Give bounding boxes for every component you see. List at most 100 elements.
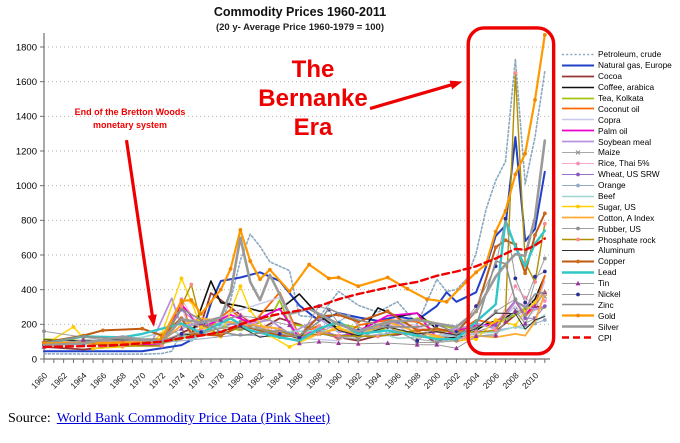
legend-label: Orange xyxy=(598,180,626,191)
legend-swatch-maize xyxy=(562,150,594,155)
legend-item-tin: Tin xyxy=(561,278,680,289)
x-tick-label: 1984 xyxy=(265,370,286,391)
legend-swatch-phosphate-rock xyxy=(562,237,594,242)
legend-swatch-natural-gas-europe xyxy=(562,64,594,67)
legend-swatch-coconut-oil xyxy=(562,107,594,110)
legend-swatch-cotton-a-index xyxy=(562,216,594,219)
y-tick-label: 1200 xyxy=(16,146,37,157)
legend-item-zinc: Zinc xyxy=(561,299,680,310)
legend-swatch-copra xyxy=(562,119,594,121)
bretton-line-2: monetary system xyxy=(92,120,168,131)
legend-label: Soybean meal xyxy=(598,136,652,147)
y-axis-ticks: 0 200 400 600 800 1000 1200 1400 1600 1800 xyxy=(16,42,44,365)
legend-item-natural-gas-europe: Natural gas, Europe xyxy=(561,60,680,71)
x-tick-label: 1996 xyxy=(382,370,403,391)
legend-swatch-beef xyxy=(562,195,594,197)
y-tick-label: 1000 xyxy=(16,181,37,192)
x-tick-label: 1994 xyxy=(363,370,384,391)
legend-label: Aluminum xyxy=(598,245,635,256)
legend-label: Cocoa xyxy=(598,71,622,82)
legend-item-gold: Gold xyxy=(561,310,680,321)
x-tick-label: 1968 xyxy=(108,370,129,391)
legend-swatch-gold xyxy=(562,313,594,318)
x-tick-label: 2010 xyxy=(520,370,541,391)
legend-item-soybean-meal: Soybean meal xyxy=(561,136,680,147)
legend-item-silver: Silver xyxy=(561,321,680,332)
chart-legend: Petroleum, crude Natural gas, Europe Cocoa… xyxy=(561,49,680,343)
legend-label: CPI xyxy=(598,332,612,343)
legend-label: Coconut oil xyxy=(598,103,640,114)
legend-swatch-tin xyxy=(562,280,594,286)
legend-swatch-nickel xyxy=(562,292,594,296)
legend-item-sugar-us: Sugar, US xyxy=(561,201,680,212)
legend-label: Silver xyxy=(598,321,619,332)
legend-label: Copper xyxy=(598,256,626,267)
axes xyxy=(43,33,550,360)
legend-swatch-cpi xyxy=(562,336,594,339)
x-axis-ticks: 1960 1962 1964 1966 1968 1970 1972 1974 1976 1978… xyxy=(29,359,546,391)
x-tick-label: 1962 xyxy=(49,370,70,391)
legend-label: Natural gas, Europe xyxy=(598,60,672,71)
legend-swatch-sugar-us xyxy=(562,205,594,209)
x-tick-label: 1964 xyxy=(68,370,89,391)
x-tick-label: 1980 xyxy=(225,370,246,391)
legend-item-rice-thai-5: Rice, Thai 5% xyxy=(561,158,680,169)
legend-item-wheat-us-srw: Wheat, US SRW xyxy=(561,169,680,180)
legend-item-tea-kolkata: Tea, Kolkata xyxy=(561,93,680,104)
bernanke-era-annotation: The Bernanke Era xyxy=(218,56,408,142)
legend-item-maize: Maize xyxy=(561,147,680,158)
legend-item-nickel: Nickel xyxy=(561,289,680,300)
x-tick-label: 2008 xyxy=(500,370,521,391)
legend-label: Petroleum, crude xyxy=(598,49,662,60)
chart-subtitle: (20 y- Average Price 1960-1979 = 100) xyxy=(215,22,385,33)
legend-swatch-wheat-us-srw xyxy=(562,172,594,177)
x-tick-label: 2000 xyxy=(422,370,443,391)
y-tick-label: 800 xyxy=(21,216,37,227)
bernanke-arrow xyxy=(369,80,463,111)
legend-swatch-aluminum xyxy=(562,249,594,251)
x-tick-label: 1986 xyxy=(284,370,305,391)
legend-label: Phosphate rock xyxy=(598,234,656,245)
legend-label: Coffee, arabica xyxy=(598,82,655,93)
series-cpi xyxy=(42,237,546,349)
source-link[interactable]: World Bank Commodity Price Data (Pink Sh… xyxy=(56,411,331,426)
y-tick-label: 1800 xyxy=(16,42,37,53)
legend-label: Nickel xyxy=(598,289,621,300)
x-tick-label: 1966 xyxy=(88,370,109,391)
legend-item-orange: Orange xyxy=(561,180,680,191)
legend-label: Sugar, US xyxy=(598,201,636,212)
bretton-woods-annotation: End of the Bretton Woods monetary system xyxy=(50,106,210,132)
legend-label: Tin xyxy=(598,278,610,289)
legend-label: Rubber, US xyxy=(598,223,641,234)
y-tick-label: 1600 xyxy=(16,77,37,88)
legend-item-palm-oil: Palm oil xyxy=(561,125,680,136)
x-tick-label: 1974 xyxy=(166,370,187,391)
x-tick-label: 1988 xyxy=(304,370,325,391)
bernanke-line-3: Era xyxy=(293,113,333,141)
commodity-chart: 0 200 400 600 800 1000 1200 1400 1600 1800 1960 196… xyxy=(16,5,680,391)
source-bar: Source: World Bank Commodity Price Data (… xyxy=(8,411,330,427)
legend-label: Rice, Thai 5% xyxy=(598,158,650,169)
legend-item-aluminum: Aluminum xyxy=(561,245,680,256)
legend-label: Zinc xyxy=(598,299,614,310)
legend-item-cpi: CPI xyxy=(561,332,680,343)
legend-swatch-rice-thai-5 xyxy=(562,161,594,166)
legend-swatch-coffee-arabica xyxy=(562,86,594,88)
x-tick-label: 1970 xyxy=(127,370,148,391)
legend-item-rubber-us: Rubber, US xyxy=(561,223,680,234)
legend-label: Tea, Kolkata xyxy=(598,93,644,103)
legend-item-lead: Lead xyxy=(561,267,680,278)
legend-item-copra: Copra xyxy=(561,114,680,125)
legend-item-cotton-a-index: Cotton, A Index xyxy=(561,212,680,223)
legend-swatch-rubber-us xyxy=(562,226,594,231)
source-label: Source: xyxy=(8,411,51,426)
legend-swatch-soybean-meal xyxy=(562,140,594,143)
y-tick-label: 400 xyxy=(21,285,37,296)
x-tick-label: 1998 xyxy=(402,370,423,391)
y-tick-label: 200 xyxy=(21,320,37,331)
legend-label: Maize xyxy=(598,147,621,158)
bretton-line-1: End of the Bretton Woods xyxy=(74,107,186,117)
legend-label: Lead xyxy=(598,267,617,278)
legend-swatch-copper xyxy=(562,259,594,264)
